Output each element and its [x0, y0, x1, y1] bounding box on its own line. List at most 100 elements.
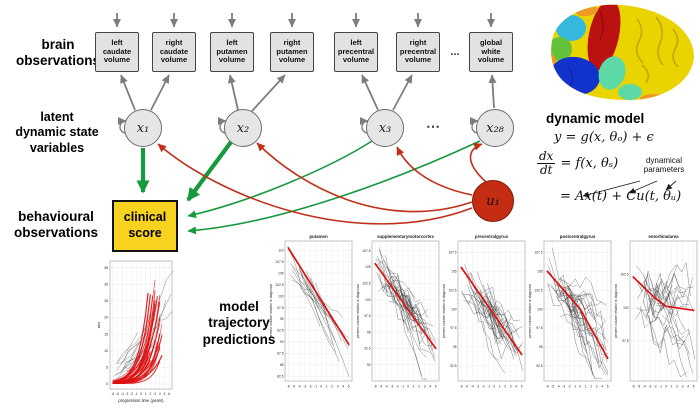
svg-text:-6: -6 — [374, 385, 377, 389]
svg-text:35: 35 — [104, 266, 108, 270]
svg-text:0: 0 — [493, 385, 495, 389]
plot-supplementarymotorcortex: supplementarymotorcortex 107.5 105 102.5 100… — [354, 231, 442, 403]
annotation-line: dynamical — [645, 156, 682, 165]
svg-text:2: 2 — [418, 385, 420, 389]
svg-text:100: 100 — [278, 294, 284, 298]
svg-text:1: 1 — [499, 385, 501, 389]
svg-text:95: 95 — [539, 345, 543, 349]
label-line: variables — [29, 140, 85, 155]
svg-text:92.5: 92.5 — [364, 347, 370, 351]
svg-text:postcentralgyrus: postcentralgyrus — [560, 234, 596, 239]
observation-box-right-precentral: right precentral volume — [396, 32, 440, 72]
state-node-x3: x₃ — [366, 109, 404, 147]
svg-text:2: 2 — [676, 385, 678, 389]
svg-text:87.5: 87.5 — [277, 352, 283, 356]
brain-gyri-texture — [636, 16, 679, 84]
svg-text:5: 5 — [521, 385, 523, 389]
svg-text:percent volume relative to dia: percent volume relative to diagnosis — [614, 284, 618, 338]
svg-text:-6: -6 — [460, 385, 463, 389]
svg-text:0: 0 — [665, 385, 667, 389]
svg-text:5: 5 — [164, 392, 166, 396]
state-self-loops — [117, 117, 479, 134]
svg-text:-2: -2 — [396, 385, 399, 389]
box-line: left — [350, 37, 362, 47]
svg-text:-4: -4 — [643, 385, 646, 389]
label-latent-variables: latent dynamic state variables — [6, 110, 108, 156]
svg-text:85: 85 — [280, 363, 284, 367]
svg-text:-3: -3 — [476, 385, 479, 389]
svg-text:-3: -3 — [562, 385, 565, 389]
svg-text:-1: -1 — [135, 392, 138, 396]
svg-text:107.5: 107.5 — [276, 260, 284, 264]
svg-text:supplementarymotorcortex: supplementarymotorcortex — [377, 234, 434, 239]
label-line: behavioural — [18, 209, 94, 224]
svg-text:-3: -3 — [648, 385, 651, 389]
svg-text:-4: -4 — [385, 385, 388, 389]
clinical-line: clinical — [123, 210, 167, 225]
svg-text:4: 4 — [429, 385, 431, 389]
clinical-line: score — [128, 226, 162, 240]
svg-text:percent volume relative to dia: percent volume relative to diagnosis — [442, 284, 446, 338]
svg-text:92.5: 92.5 — [450, 364, 456, 368]
svg-text:102.5: 102.5 — [535, 288, 543, 292]
box-line: global — [479, 37, 503, 47]
svg-text:95: 95 — [280, 317, 284, 321]
svg-text:-5: -5 — [292, 385, 295, 389]
box-line: volume — [218, 55, 246, 65]
svg-text:-1: -1 — [401, 385, 404, 389]
svg-text:3: 3 — [682, 385, 684, 389]
svg-text:110: 110 — [278, 248, 283, 252]
label-line: trajectory — [208, 315, 270, 331]
svg-text:3: 3 — [510, 385, 512, 389]
fraction-dx-dt: dx dt — [537, 149, 556, 177]
svg-text:1: 1 — [671, 385, 673, 389]
svg-text:2: 2 — [331, 385, 333, 389]
svg-text:-2: -2 — [568, 385, 571, 389]
svg-text:-5: -5 — [116, 392, 119, 396]
svg-text:4: 4 — [601, 385, 603, 389]
equation-observation: y = g(x, θₒ) + ϵ — [554, 130, 654, 145]
annotation-line: parameters — [643, 165, 685, 175]
svg-text:1: 1 — [145, 392, 147, 396]
observation-box-right-putamen: right putamen volume — [270, 32, 314, 72]
svg-text:1: 1 — [326, 385, 328, 389]
svg-text:82.5: 82.5 — [277, 375, 283, 379]
label-line: model — [219, 299, 259, 314]
label-line: brain — [41, 37, 75, 52]
box-line: white — [481, 46, 501, 56]
svg-text:3: 3 — [337, 385, 339, 389]
box-line: volume — [160, 55, 188, 65]
plot-putamen: putamen 110 107.5 105 102.5 100 97.5 95 92.5 90 87… — [267, 231, 355, 403]
svg-text:4: 4 — [342, 385, 344, 389]
box-input-arrows — [113, 13, 495, 28]
svg-text:92.5: 92.5 — [277, 329, 283, 333]
svg-text:5: 5 — [435, 385, 437, 389]
svg-text:putamen: putamen — [309, 234, 328, 239]
svg-text:6: 6 — [168, 392, 170, 396]
label-line: observations — [15, 53, 101, 69]
svg-text:107.5: 107.5 — [363, 249, 371, 253]
svg-text:15: 15 — [104, 332, 108, 336]
svg-text:95: 95 — [367, 330, 371, 334]
box-line: left — [226, 37, 238, 47]
svg-text:102.5: 102.5 — [449, 288, 457, 292]
box-line: right — [283, 37, 301, 47]
brain-region-postcentral — [598, 56, 626, 90]
svg-text:100: 100 — [623, 306, 629, 310]
equation-state: dx dt = f(x, θₛ) — [537, 149, 618, 177]
svg-text:0: 0 — [106, 382, 108, 386]
svg-text:100: 100 — [537, 307, 543, 311]
label-line: observations — [13, 225, 99, 241]
svg-text:97.5: 97.5 — [364, 314, 370, 318]
brain-region-orbital — [640, 94, 668, 101]
svg-text:-2: -2 — [482, 385, 485, 389]
dynamical-parameters-annotation: dynamical parameters — [634, 156, 694, 174]
observation-ellipsis: ... — [450, 46, 460, 58]
svg-text:3: 3 — [424, 385, 426, 389]
svg-text:-5: -5 — [551, 385, 554, 389]
svg-text:92.5: 92.5 — [536, 364, 542, 368]
svg-text:3: 3 — [596, 385, 598, 389]
observation-box-left-caudate: left caudate volume — [95, 32, 139, 72]
svg-text:97.5: 97.5 — [622, 339, 628, 343]
